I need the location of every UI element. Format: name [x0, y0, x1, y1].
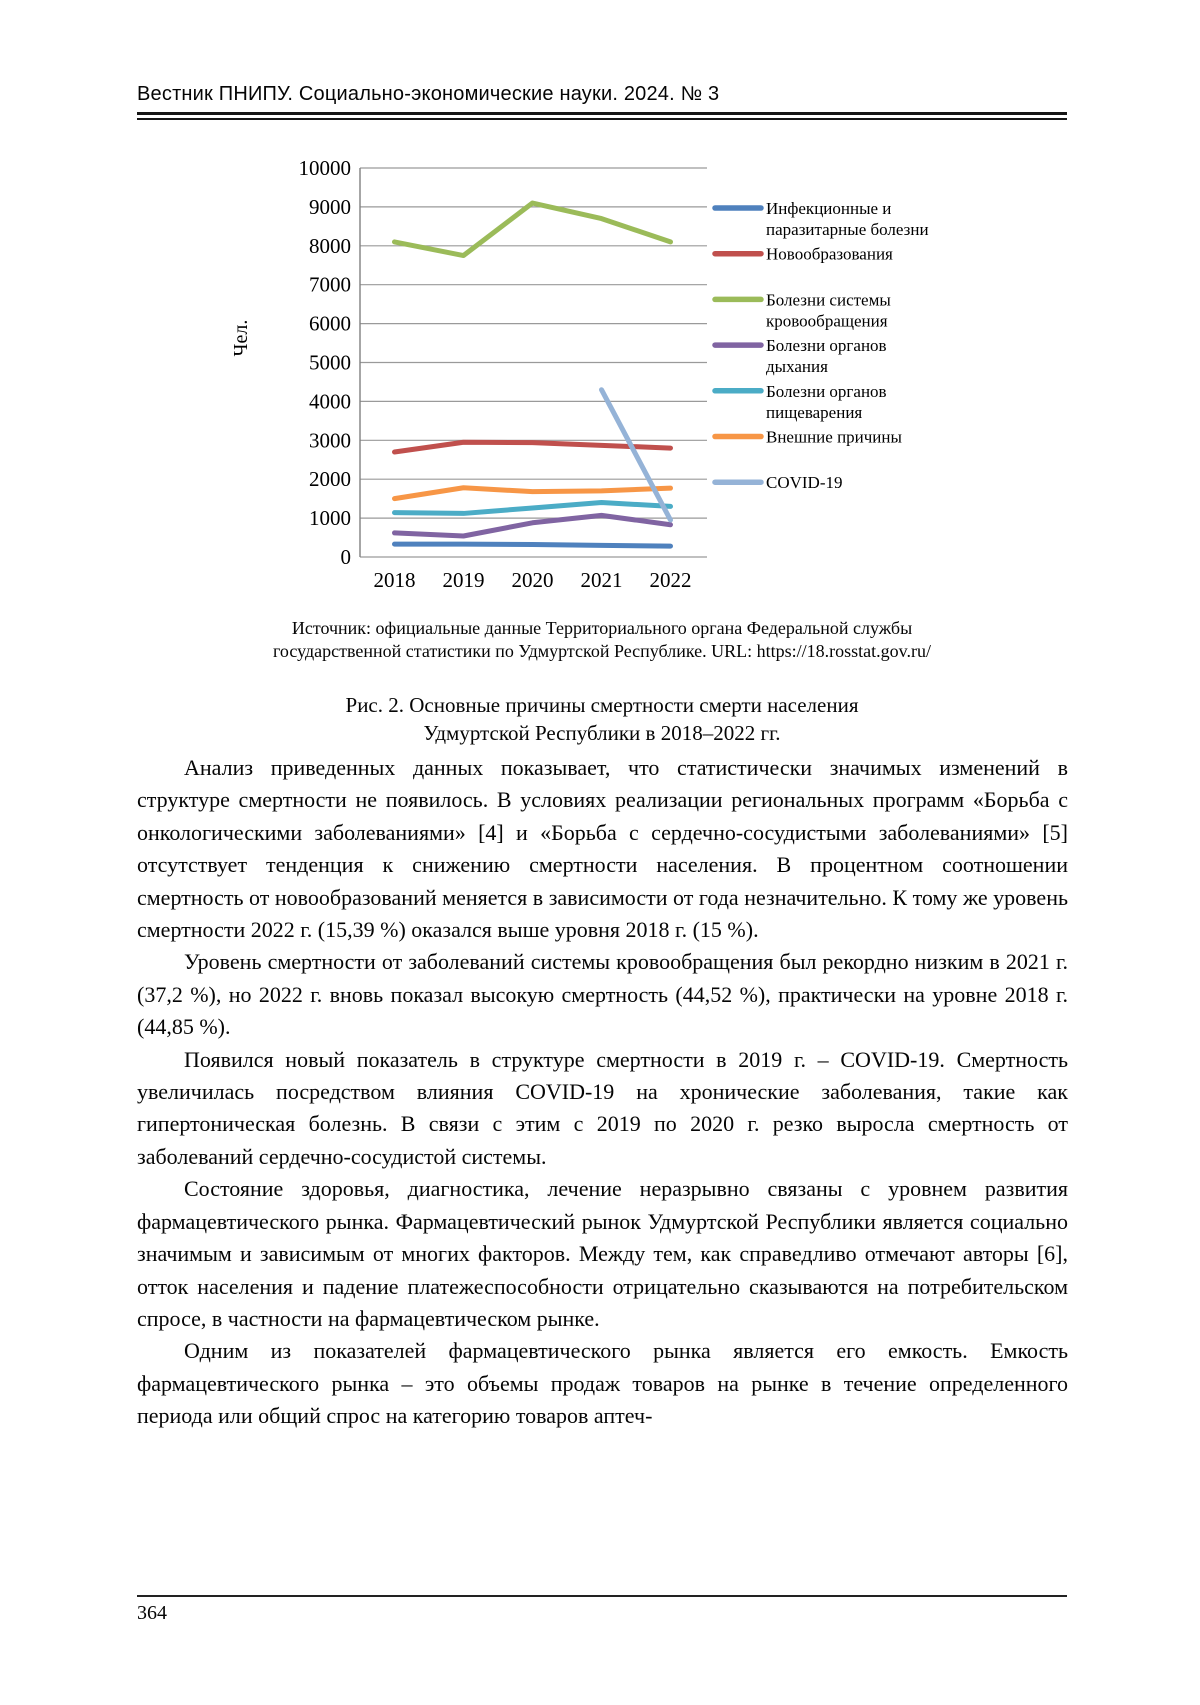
- series-line-6: [599, 387, 673, 523]
- series-line-4: [392, 500, 673, 516]
- figure-caption: Рис. 2. Основные причины смертности смер…: [137, 691, 1067, 747]
- legend-label-0: Инфекционные и: [766, 199, 891, 218]
- y-axis-tick-label: 1000: [309, 506, 351, 530]
- caption-line-2: Удмуртской Республики в 2018–2022 гг.: [423, 721, 781, 745]
- mortality-line-chart: 0 1000 2000 3000 4000 5000 6000 7000 8000 9000 100…: [215, 138, 985, 603]
- series-line-0: [392, 541, 673, 549]
- y-axis-tick-label: 8000: [309, 234, 351, 258]
- y-axis-tick-label: 10000: [299, 156, 352, 180]
- x-axis-tick-label: 2022: [650, 568, 692, 592]
- series-line-3: [392, 512, 673, 539]
- chart-canvas: 0 1000 2000 3000 4000 5000 6000 7000 8000 9000 100…: [230, 156, 929, 592]
- running-head: Вестник ПНИПУ. Социально-экономические н…: [137, 83, 720, 105]
- body-paragraph: Появился новый показатель в структуре см…: [137, 1046, 1068, 1169]
- body-paragraph: Уровень смертности от заболеваний систем…: [137, 949, 1068, 1040]
- legend-label-2: кровообращения: [766, 311, 888, 330]
- y-axis-tick-label: 9000: [309, 195, 351, 219]
- x-axis-tick-label: 2021: [581, 568, 623, 592]
- source-line-2: государственной статистики по Удмуртской…: [273, 641, 931, 661]
- series-line-5: [392, 485, 673, 502]
- page-number: 364: [137, 1602, 167, 1624]
- legend-label-2: Болезни системы: [766, 290, 891, 309]
- body-paragraph: Анализ приведенных данных показывает, чт…: [137, 755, 1068, 943]
- body-paragraph: Одним из показателей фармацевтического р…: [137, 1338, 1068, 1429]
- legend-label-1: Новообразования: [766, 245, 893, 264]
- header-rule: [137, 112, 1067, 120]
- caption-line-1: Рис. 2. Основные причины смертности смер…: [345, 693, 859, 717]
- body-paragraph: Состояние здоровья, диагностика, лечение…: [137, 1176, 1068, 1331]
- y-axis-tick-label: 3000: [309, 428, 351, 452]
- figure-source-note: Источник: официальные данные Территориал…: [137, 617, 1067, 663]
- x-axis-tick-label: 2020: [512, 568, 554, 592]
- y-axis-tick-label: 4000: [309, 389, 351, 413]
- y-axis-tick-label: 5000: [309, 351, 351, 375]
- x-axis-tick-label: 2018: [374, 568, 416, 592]
- footer-rule: [137, 1595, 1067, 1597]
- legend-label-6: COVID-19: [766, 473, 843, 492]
- legend-label-0: паразитарные болезни: [766, 220, 929, 239]
- y-axis-title: Чел.: [230, 320, 252, 357]
- body-text: Анализ приведенных данных показывает, чт…: [137, 752, 1068, 1433]
- legend-label-4: Болезни органов: [766, 382, 887, 401]
- legend-label-3: Болезни органов: [766, 336, 887, 355]
- series-line-1: [392, 439, 673, 455]
- source-line-1: Источник: официальные данные Территориал…: [291, 618, 913, 638]
- series-line-2: [392, 200, 673, 259]
- y-axis-tick-label: 6000: [309, 312, 351, 336]
- legend-label-3: дыхания: [766, 357, 828, 376]
- y-axis-tick-label: 2000: [309, 467, 351, 491]
- y-axis-tick-label: 0: [341, 545, 352, 569]
- x-axis-tick-label: 2019: [443, 568, 485, 592]
- legend-label-4: пищеварения: [766, 403, 862, 422]
- legend-label-5: Внешние причины: [766, 428, 903, 447]
- y-axis-tick-label: 7000: [309, 273, 351, 297]
